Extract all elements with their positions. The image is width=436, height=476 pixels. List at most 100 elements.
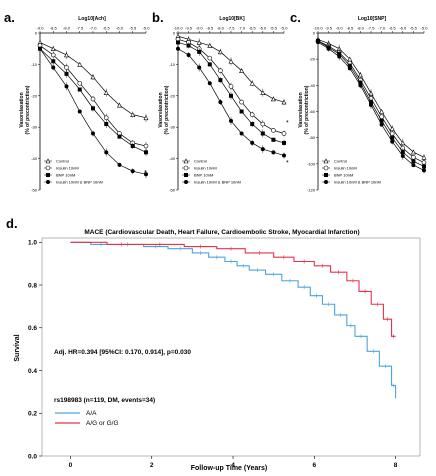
panel-c-legend-label-0: Control bbox=[334, 159, 347, 164]
panel-b-top-tick-label: -5.5 bbox=[270, 26, 278, 31]
panel-b-top-tick-label: -6.0 bbox=[259, 26, 267, 31]
panel-a-point-2-3 bbox=[77, 87, 82, 92]
panel-c-ylabel-main: Vasorelaxation bbox=[298, 92, 304, 127]
panel-a-legend-label-3: Insulin 10nM & BNP 10nM bbox=[56, 180, 103, 185]
panel-b-point-2-6 bbox=[239, 109, 244, 114]
panel-b-legend-marker-2 bbox=[184, 173, 188, 177]
panel-c-point-3-1 bbox=[326, 46, 331, 51]
panel-c-legend-marker-2 bbox=[324, 173, 328, 177]
panel-a-top-tick-label: -5.5 bbox=[129, 26, 137, 31]
panel-a-series-line-3 bbox=[39, 48, 147, 175]
panel-c-point-3-2 bbox=[337, 54, 342, 59]
panel-a-y-tick-label: -10 bbox=[31, 62, 38, 67]
panel-c-point-3-7 bbox=[390, 139, 395, 144]
km-x-tick-label: 2 bbox=[150, 462, 154, 469]
panel-c-y-tick-label: -100 bbox=[307, 161, 316, 166]
km-x-tick-label: 8 bbox=[394, 462, 398, 469]
panel-b-top-tick-label: -9.5 bbox=[185, 26, 193, 31]
panel-a-point-1-8 bbox=[143, 143, 149, 149]
panel-a-top-tick-label: -7.0 bbox=[90, 26, 98, 31]
panel-c-top-tick-label: -10.0 bbox=[313, 26, 323, 31]
panel-b-y-tick-label: -40 bbox=[169, 156, 176, 161]
panel-a-top-tick-label: -8.5 bbox=[50, 26, 58, 31]
panel-c-y-tick-label: -120 bbox=[307, 188, 316, 193]
plot-layer: -9.0 -8.5 -8.0 -7.5 -7.0 -6.5 -6.0 -5.5 -5.00-10… bbox=[28, 26, 428, 470]
panel-b-point-3-2 bbox=[197, 65, 202, 70]
panel-c-y-tick-label: -40 bbox=[309, 83, 316, 88]
panel-a-top-axis-title: Log10[Ach] bbox=[78, 16, 106, 22]
panel-b-point-3-10 bbox=[282, 153, 286, 158]
panel-c-top-tick-label: -6.5 bbox=[389, 26, 397, 31]
panel-b-point-2-0 bbox=[176, 40, 180, 45]
km-xlabel: Follow-up Time (Years) bbox=[191, 465, 268, 472]
panel-a-point-3-2 bbox=[64, 84, 69, 89]
panel-b-legend-label-2: BNP 10nM bbox=[194, 173, 213, 178]
panel-a-point-3-7 bbox=[130, 169, 135, 174]
panel-b-point-3-9 bbox=[271, 150, 276, 155]
panel-a-legend-marker-3 bbox=[46, 180, 50, 184]
km-y-tick-label: 0.0 bbox=[28, 453, 37, 460]
panel-c-point-2-7 bbox=[390, 135, 395, 140]
panel-c-legend-marker-1 bbox=[323, 165, 329, 171]
panel-c-point-0-10 bbox=[421, 154, 427, 160]
km-plot-frame bbox=[41, 237, 421, 457]
panel-b-top-axis-title: Log10[BK] bbox=[219, 16, 245, 22]
km-y-tick-label: 0.4 bbox=[28, 368, 37, 375]
panel-a-point-0-3 bbox=[77, 61, 83, 67]
panel-b-top-tick-label: -8.0 bbox=[217, 26, 225, 31]
panel-c-point-3-10 bbox=[422, 168, 426, 173]
km-y-tick-label: 0.8 bbox=[28, 282, 37, 289]
panel-b-top-tick-label: -7.5 bbox=[228, 26, 236, 31]
panel-c-top-tick-label: -5.5 bbox=[410, 26, 418, 31]
panel-a-top-tick-label: -9.0 bbox=[37, 26, 45, 31]
km-x-tick-label: 0 bbox=[69, 462, 73, 469]
km-curve-0 bbox=[70, 241, 397, 399]
panel-a-ylabel-main: Vasorelaxation bbox=[19, 92, 25, 127]
panel-a-point-0-4 bbox=[90, 74, 96, 80]
panel-a-point-2-1 bbox=[51, 59, 56, 64]
panel-a-point-2-5 bbox=[104, 122, 109, 127]
panel-b-point-3-7 bbox=[250, 140, 255, 145]
panel-b-point-1-4 bbox=[218, 68, 223, 73]
panel-b-point-0-8 bbox=[260, 89, 266, 95]
panel-a-point-3-6 bbox=[117, 162, 122, 167]
panel-b-legend-marker-0 bbox=[183, 158, 189, 164]
panel-c-top-tick-label: -9.5 bbox=[325, 26, 333, 31]
panel-a-point-2-7 bbox=[130, 144, 135, 149]
panel-b-ylabel-main: Vasorelaxation bbox=[158, 92, 164, 127]
panel-b-point-1-5 bbox=[228, 84, 234, 89]
km-legend-label-aa: A/A bbox=[86, 410, 97, 417]
km-y-tick-label: 0.6 bbox=[28, 325, 37, 332]
panel-c-point-2-6 bbox=[379, 118, 384, 123]
panel-c-ylabel: Vasorelaxation (% of precontriction) bbox=[298, 85, 310, 134]
panel-c-y-tick-label: -60 bbox=[309, 109, 316, 114]
km-curve-1 bbox=[70, 241, 396, 337]
panel-c-letter: c. bbox=[290, 10, 301, 25]
panel-c-point-0-7 bbox=[389, 125, 395, 131]
panel-b-point-0-2 bbox=[196, 39, 202, 45]
panel-b-point-3-8 bbox=[260, 147, 265, 152]
panel-a-point-3-3 bbox=[77, 109, 82, 114]
panel-c-point-0-6 bbox=[379, 108, 385, 114]
panel-c-legend-label-2: BNP 10nM bbox=[334, 173, 353, 178]
panel-a-point-2-4 bbox=[91, 106, 95, 111]
panel-c-point-3-4 bbox=[358, 83, 363, 88]
panel-b-point-2-3 bbox=[207, 62, 212, 67]
panel-a-point-0-1 bbox=[50, 46, 56, 51]
panel-c-top-tick-label: -9.0 bbox=[336, 26, 344, 31]
panel-c-point-2-10 bbox=[422, 164, 426, 169]
panel-a-point-3-1 bbox=[51, 65, 56, 70]
panel-a-point-1-5 bbox=[103, 115, 109, 121]
panel-b-point-3-5 bbox=[229, 118, 233, 123]
panel-d-letter: d. bbox=[6, 216, 18, 231]
panel-c-y-tick-label: -20 bbox=[309, 57, 316, 62]
panel-a-point-0-2 bbox=[64, 52, 69, 58]
km-group-info: rs198983 (n=119, DM, events=34) bbox=[54, 397, 155, 404]
panel-c-point-3-5 bbox=[369, 102, 373, 107]
panel-b-top-tick-label: -10.0 bbox=[173, 26, 183, 31]
panel-c-point-3-3 bbox=[347, 66, 352, 71]
panel-a-point-3-8 bbox=[144, 172, 148, 177]
panel-c-point-3-8 bbox=[400, 153, 405, 158]
panel-c-ylabel-sub: (% of precontriction) bbox=[304, 85, 310, 134]
